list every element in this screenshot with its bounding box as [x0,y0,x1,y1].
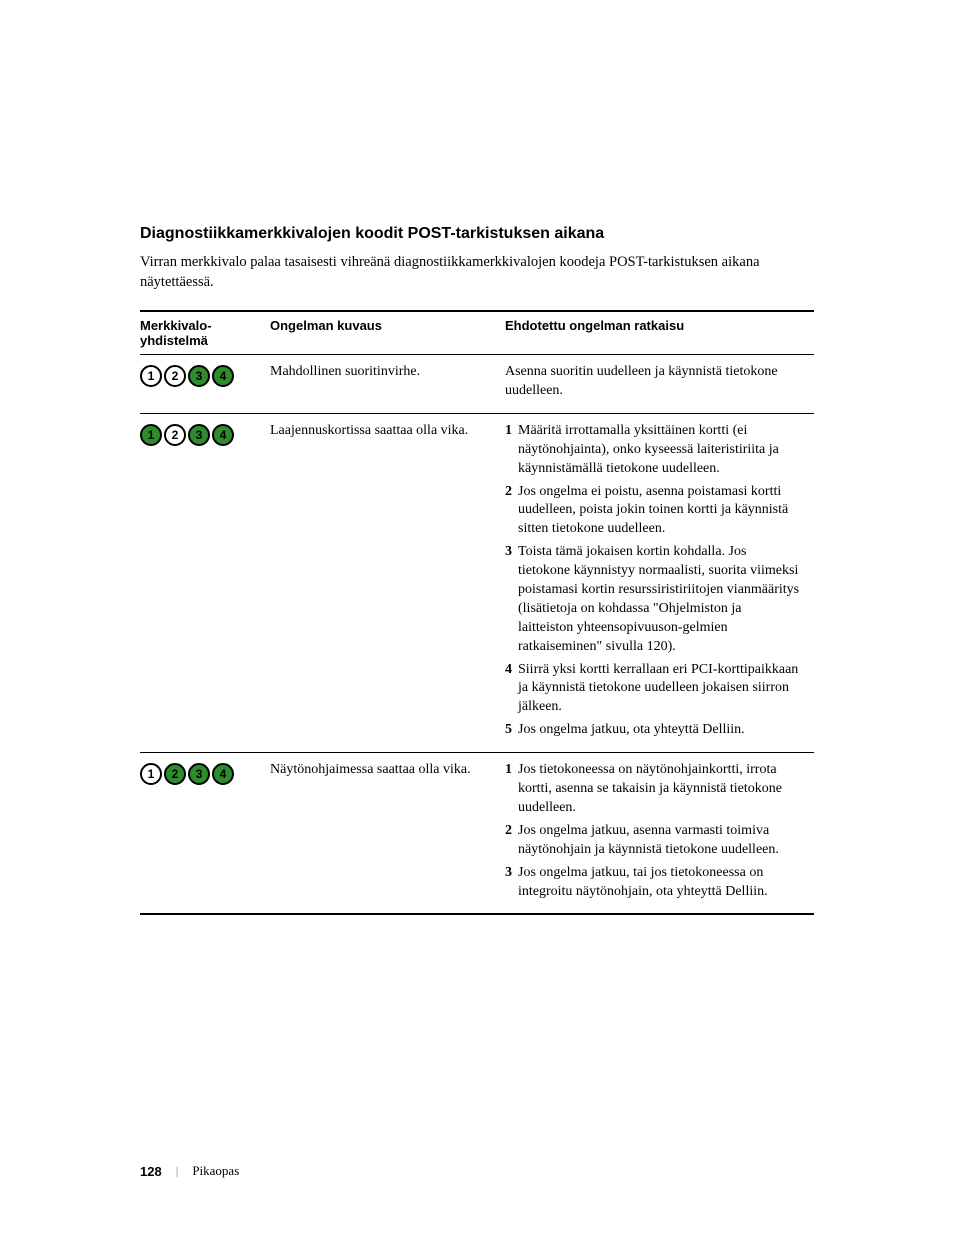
page-footer: 128 | Pikaopas [140,1163,239,1179]
light-pattern: 1234 [140,363,262,387]
light-on-icon: 1 [140,424,162,446]
footer-separator: | [176,1163,179,1179]
header-description: Ongelman kuvaus [270,311,505,355]
solution-item: 3 Jos ongelma jatkuu, tai jos tietokonee… [505,864,806,902]
solution-item: 1 Jos tietokoneessa on näytönohjainkortt… [505,761,806,818]
solution-text: Jos ongelma jatkuu, tai jos tietokoneess… [518,864,800,902]
solution-number: 4 [505,661,518,718]
solution-text: Jos ongelma jatkuu, ota yhteyttä Delliin… [518,721,800,740]
solution-number: 3 [505,543,518,656]
light-off-icon: 1 [140,365,162,387]
problem-description: Mahdollinen suoritinvirhe. [270,355,505,414]
header-solution: Ehdotettu ongelman ratkaisu [505,311,814,355]
page-content: Diagnostiikkamerkkivalojen koodit POST-t… [0,0,954,915]
light-on-icon: 4 [212,365,234,387]
solution-item: 2 Jos ongelma jatkuu, asenna varmasti to… [505,822,806,860]
solution-text: Jos tietokoneessa on näytönohjainkortti,… [518,761,800,818]
intro-paragraph: Virran merkkivalo palaa tasaisesti vihre… [140,253,814,292]
table-row: 1234Näytönohjaimessa saattaa olla vika.1… [140,753,814,915]
solution-number: 5 [505,721,518,740]
solution-item: 2 Jos ongelma ei poistu, asenna poistama… [505,483,806,540]
solution-text: Jos ongelma jatkuu, asenna varmasti toim… [518,822,800,860]
light-on-icon: 2 [164,763,186,785]
light-pattern-cell: 1234 [140,413,270,752]
light-on-icon: 3 [188,365,210,387]
light-pattern-cell: 1234 [140,355,270,414]
solution-item: Asenna suoritin uudelleen ja käynnistä t… [505,363,806,401]
solution-text: Jos ongelma ei poistu, asenna poistamasi… [518,483,800,540]
solution-number: 3 [505,864,518,902]
light-pattern-cell: 1234 [140,753,270,915]
light-off-icon: 2 [164,365,186,387]
footer-page-number: 128 [140,1164,162,1179]
light-pattern: 1234 [140,761,262,785]
solution-cell: 1 Määritä irrottamalla yksittäinen kortt… [505,413,814,752]
solution-cell: 1 Jos tietokoneessa on näytönohjainkortt… [505,753,814,915]
light-off-icon: 1 [140,763,162,785]
light-off-icon: 2 [164,424,186,446]
problem-description: Näytönohjaimessa saattaa olla vika. [270,753,505,915]
solution-text: Toista tämä jokaisen kortin kohdalla. Jo… [518,543,800,656]
header-pattern: Merkkivalo- yhdistelmä [140,311,270,355]
light-on-icon: 3 [188,424,210,446]
solution-cell: Asenna suoritin uudelleen ja käynnistä t… [505,355,814,414]
diagnostic-table: Merkkivalo- yhdistelmä Ongelman kuvaus E… [140,310,814,915]
solution-number: 2 [505,483,518,540]
footer-label: Pikaopas [192,1163,239,1179]
solution-number: 2 [505,822,518,860]
solution-number: 1 [505,761,518,818]
section-title: Diagnostiikkamerkkivalojen koodit POST-t… [140,225,814,243]
light-on-icon: 4 [212,763,234,785]
problem-description: Laajennuskortissa saattaa olla vika. [270,413,505,752]
solution-text: Määritä irrottamalla yksittäinen kortti … [518,422,800,479]
solution-text: Siirrä yksi kortti kerrallaan eri PCI-ko… [518,661,800,718]
solution-item: 1 Määritä irrottamalla yksittäinen kortt… [505,422,806,479]
solution-text: Asenna suoritin uudelleen ja käynnistä t… [505,363,800,401]
solution-item: 3 Toista tämä jokaisen kortin kohdalla. … [505,543,806,656]
solution-item: 5 Jos ongelma jatkuu, ota yhteyttä Delli… [505,721,806,740]
light-on-icon: 4 [212,424,234,446]
solution-item: 4 Siirrä yksi kortti kerrallaan eri PCI-… [505,661,806,718]
solution-number: 1 [505,422,518,479]
table-row: 1234 Mahdollinen suoritinvirhe.Asenna suo… [140,355,814,414]
light-pattern: 1234 [140,422,262,446]
table-row: 1234Laajennuskortissa saattaa olla vika.… [140,413,814,752]
light-on-icon: 3 [188,763,210,785]
